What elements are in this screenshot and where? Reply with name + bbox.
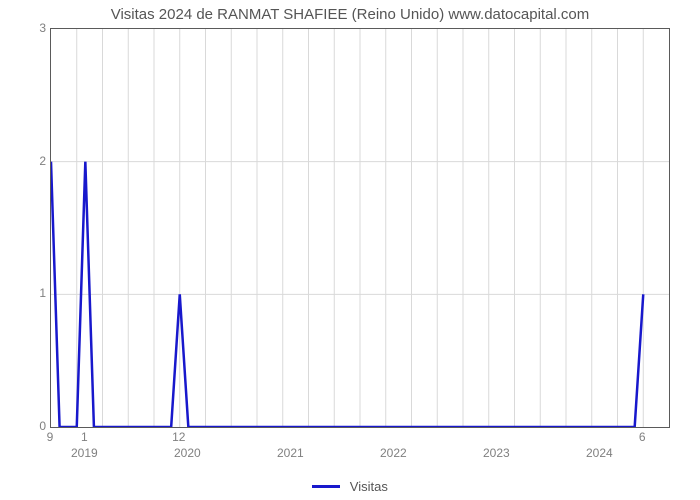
xtick-label: 2022 — [380, 446, 407, 460]
point-value-label: 6 — [639, 430, 646, 444]
legend-label: Visitas — [350, 479, 388, 494]
point-value-label: 9 — [47, 430, 54, 444]
xtick-label: 2024 — [586, 446, 613, 460]
ytick-label: 3 — [39, 21, 46, 35]
xtick-label: 2019 — [71, 446, 98, 460]
legend: Visitas — [0, 478, 700, 494]
chart-title: Visitas 2024 de RANMAT SHAFIEE (Reino Un… — [0, 6, 700, 23]
point-value-label: 12 — [172, 430, 185, 444]
point-value-label: 1 — [81, 430, 88, 444]
ytick-label: 1 — [39, 286, 46, 300]
xtick-label: 2023 — [483, 446, 510, 460]
legend-swatch — [312, 485, 340, 488]
plot-area — [50, 28, 670, 428]
ytick-label: 0 — [39, 419, 46, 433]
xtick-label: 2020 — [174, 446, 201, 460]
grid-vertical — [77, 29, 644, 427]
xtick-label: 2021 — [277, 446, 304, 460]
ytick-label: 2 — [39, 154, 46, 168]
chart-container: Visitas 2024 de RANMAT SHAFIEE (Reino Un… — [0, 0, 700, 500]
plot-svg — [51, 29, 669, 427]
